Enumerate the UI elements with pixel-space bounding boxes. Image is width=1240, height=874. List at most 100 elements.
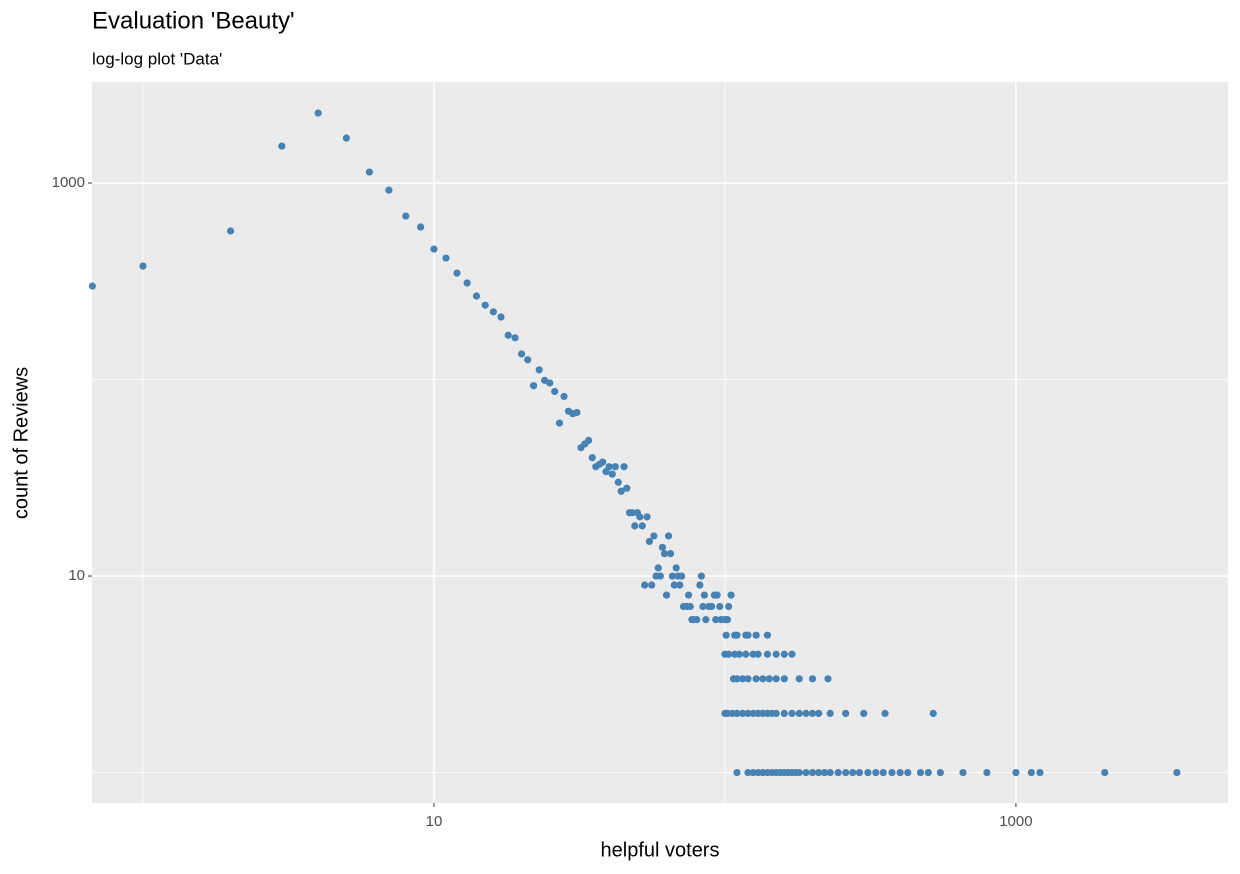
point (749, 768, 757, 777)
point (702, 616, 710, 624)
point (727, 591, 735, 599)
point (765, 675, 773, 683)
point (788, 709, 796, 718)
point (936, 768, 944, 777)
x-axis-title: helpful voters (601, 839, 720, 861)
point (664, 532, 673, 540)
point (772, 709, 780, 718)
point (802, 709, 810, 718)
point (780, 675, 788, 683)
point (481, 301, 489, 309)
point (754, 650, 762, 658)
point (643, 513, 651, 521)
point (808, 675, 817, 683)
chart-title: Evaluation 'Beauty' (92, 7, 295, 34)
point (1173, 768, 1181, 777)
point (763, 631, 772, 639)
point (472, 292, 481, 300)
point (1036, 768, 1044, 777)
point (645, 537, 653, 546)
point (504, 331, 512, 339)
point (808, 768, 817, 777)
point (842, 768, 850, 777)
point (453, 269, 461, 277)
point (648, 581, 656, 589)
point (815, 709, 823, 718)
point (560, 392, 568, 401)
point (88, 282, 96, 290)
point (546, 379, 554, 387)
panel (92, 82, 1228, 803)
point (959, 768, 967, 777)
point (722, 631, 730, 639)
point (631, 522, 639, 530)
point (744, 709, 752, 718)
point (864, 768, 872, 777)
point (417, 223, 425, 231)
point (529, 382, 538, 390)
point (697, 572, 705, 580)
point (670, 581, 678, 589)
points (88, 109, 1181, 777)
point (725, 650, 733, 658)
point (662, 591, 671, 599)
point (573, 408, 581, 417)
point (342, 134, 350, 142)
point (780, 709, 788, 718)
point (826, 709, 834, 718)
point (872, 768, 880, 777)
point (826, 768, 834, 777)
point (672, 564, 680, 572)
point (881, 709, 889, 718)
point (385, 186, 393, 194)
point (763, 650, 772, 658)
point (636, 513, 644, 521)
point (684, 591, 693, 599)
point (742, 650, 750, 658)
point (772, 650, 780, 658)
point (983, 768, 991, 777)
point (733, 709, 741, 718)
point (611, 463, 619, 471)
chart-subtitle: log-log plot 'Data' (92, 49, 222, 68)
point (314, 109, 322, 117)
point (623, 484, 631, 492)
point (278, 142, 286, 150)
point (551, 387, 559, 396)
point (795, 675, 803, 683)
point (780, 650, 788, 658)
point (617, 487, 625, 495)
point (744, 675, 752, 683)
point (904, 768, 912, 777)
point (725, 602, 733, 611)
point (620, 463, 628, 471)
y-axis-title: count of Reviews (10, 367, 32, 519)
point (524, 356, 532, 364)
point (795, 709, 803, 718)
point (699, 602, 707, 611)
point (365, 168, 374, 176)
point (924, 768, 932, 777)
point (599, 458, 607, 466)
point (860, 709, 868, 718)
point (752, 631, 760, 639)
point (585, 436, 593, 445)
point (749, 650, 757, 658)
point (759, 675, 767, 683)
point (656, 572, 664, 580)
point (772, 675, 780, 683)
point (676, 581, 684, 589)
point (834, 768, 842, 777)
point (795, 768, 803, 777)
point (497, 313, 505, 321)
point (738, 675, 747, 683)
point (430, 245, 438, 253)
point (696, 581, 704, 589)
point (638, 522, 646, 530)
point (660, 550, 669, 558)
point (511, 334, 519, 342)
point (735, 650, 743, 658)
point (855, 768, 864, 777)
point (1012, 768, 1020, 777)
